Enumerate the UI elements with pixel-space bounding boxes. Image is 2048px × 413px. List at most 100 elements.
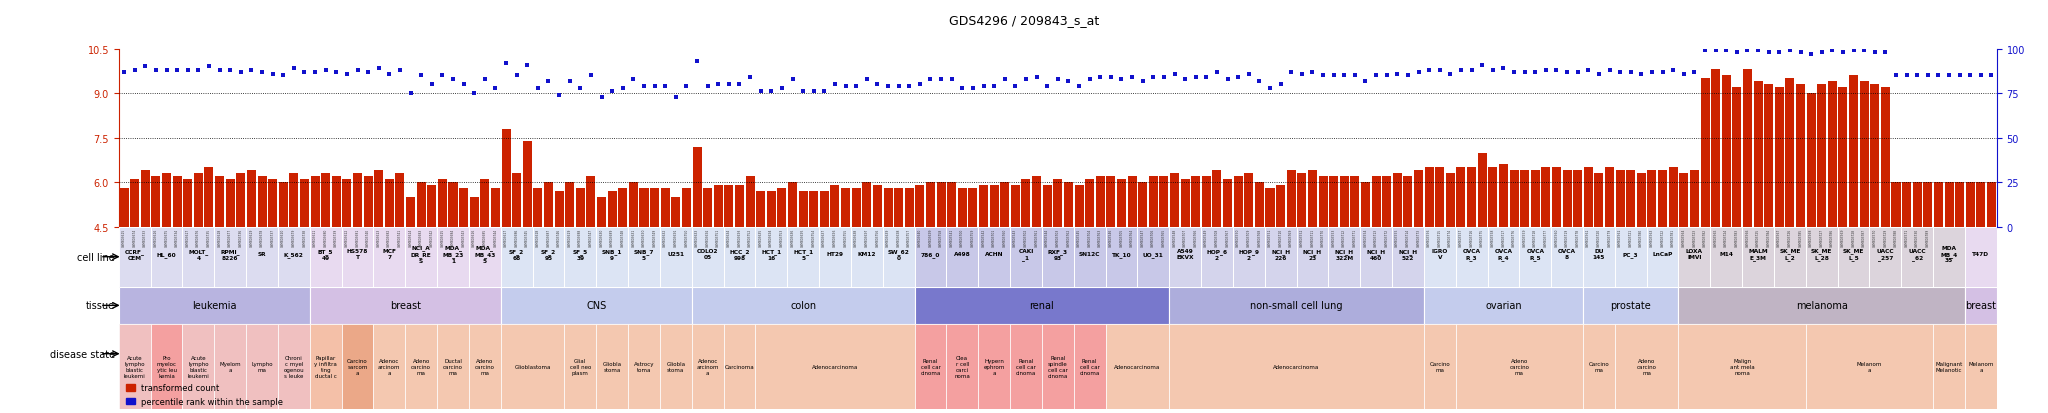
- Bar: [481, 180, 489, 227]
- Bar: [152, 177, 160, 227]
- Bar: [1372, 177, 1380, 227]
- Text: NCI_H
460: NCI_H 460: [1366, 248, 1386, 260]
- Text: GSM803626: GSM803626: [473, 228, 477, 247]
- Text: GSM803723: GSM803723: [1692, 228, 1696, 247]
- Text: GSM803695: GSM803695: [801, 228, 805, 247]
- Text: GSM803751: GSM803751: [717, 228, 721, 247]
- Bar: [1499, 165, 1507, 227]
- Text: GSM803681: GSM803681: [356, 228, 360, 247]
- Text: disease state: disease state: [49, 349, 115, 359]
- Bar: [1679, 227, 1710, 287]
- Bar: [1880, 88, 1890, 227]
- Text: GSM803616: GSM803616: [154, 228, 158, 247]
- Bar: [1796, 85, 1804, 227]
- Text: GSM803684: GSM803684: [451, 228, 455, 247]
- Text: NCI_H
322M: NCI_H 322M: [1335, 248, 1354, 260]
- Bar: [1690, 171, 1700, 227]
- Bar: [375, 171, 383, 227]
- Text: MALM
E_3M: MALM E_3M: [1749, 248, 1767, 260]
- Point: [172, 68, 205, 74]
- Point: [616, 76, 649, 83]
- Bar: [618, 189, 627, 227]
- Text: Renal
spindle
cell car
cinoma: Renal spindle cell car cinoma: [1049, 355, 1067, 378]
- Point: [225, 69, 258, 76]
- Bar: [342, 227, 373, 287]
- Bar: [289, 174, 299, 227]
- Bar: [723, 227, 756, 287]
- Text: UACC
_62: UACC _62: [1909, 248, 1925, 260]
- Text: GSM803730: GSM803730: [1915, 228, 1919, 247]
- Text: MDA_
MB_23
1: MDA_ MB_23 1: [442, 245, 463, 263]
- Point: [1837, 48, 1870, 55]
- Point: [680, 59, 713, 65]
- Bar: [1892, 183, 1901, 227]
- Bar: [1139, 183, 1147, 227]
- Bar: [1614, 227, 1647, 287]
- Point: [406, 73, 438, 80]
- Text: GSM803743: GSM803743: [461, 228, 465, 247]
- Bar: [1350, 177, 1360, 227]
- Text: A549
EKVX: A549 EKVX: [1176, 249, 1194, 259]
- Text: GSM803703: GSM803703: [1057, 228, 1059, 247]
- Text: GSM803545: GSM803545: [1077, 228, 1081, 247]
- Text: HCT_1
16: HCT_1 16: [762, 248, 782, 260]
- Bar: [692, 324, 723, 409]
- Text: BT_5
49: BT_5 49: [317, 248, 334, 260]
- Text: RXF_3
93: RXF_3 93: [1049, 248, 1067, 260]
- Text: melanoma: melanoma: [1796, 301, 1847, 311]
- Bar: [469, 197, 479, 227]
- Point: [1573, 68, 1606, 74]
- Point: [319, 69, 352, 76]
- Point: [1870, 50, 1903, 57]
- Bar: [1710, 227, 1743, 287]
- Text: GSM803761: GSM803761: [1034, 228, 1038, 247]
- Bar: [915, 287, 1169, 324]
- Point: [1880, 73, 1913, 80]
- Text: OVCA
R_5: OVCA R_5: [1526, 248, 1544, 260]
- Bar: [1393, 174, 1401, 227]
- Bar: [852, 189, 860, 227]
- Bar: [1446, 174, 1454, 227]
- Point: [1657, 68, 1690, 74]
- Point: [500, 73, 532, 80]
- Point: [1339, 73, 1372, 80]
- Text: Malign
ant mela
noma: Malign ant mela noma: [1731, 358, 1755, 375]
- Bar: [438, 180, 446, 227]
- Text: GSM803786: GSM803786: [1831, 228, 1835, 247]
- Text: GSM803772: GSM803772: [1384, 228, 1389, 247]
- Bar: [309, 227, 342, 287]
- Point: [1731, 48, 1763, 55]
- Text: GSM803565: GSM803565: [1714, 228, 1718, 247]
- Text: GSM803691: GSM803691: [674, 228, 678, 247]
- Bar: [1530, 171, 1540, 227]
- Bar: [905, 189, 913, 227]
- Point: [426, 73, 459, 80]
- Text: Adeno
carcino
ma: Adeno carcino ma: [412, 358, 432, 375]
- Point: [1126, 78, 1159, 85]
- Bar: [502, 130, 510, 227]
- Text: GSM803783: GSM803783: [1735, 228, 1739, 247]
- Bar: [1669, 168, 1677, 227]
- Text: breast: breast: [1966, 301, 1997, 311]
- Bar: [788, 183, 797, 227]
- Text: GSM803637: GSM803637: [823, 228, 825, 247]
- Text: Adenocarcinoma: Adenocarcinoma: [811, 364, 858, 369]
- Text: GSM803622: GSM803622: [344, 228, 348, 247]
- Point: [723, 82, 756, 88]
- Text: GSM803784: GSM803784: [1767, 228, 1772, 247]
- Text: GSM803771: GSM803771: [1354, 228, 1358, 247]
- Point: [1710, 48, 1743, 55]
- Point: [1647, 69, 1679, 76]
- Bar: [1520, 227, 1550, 287]
- Bar: [608, 192, 616, 227]
- Text: GSM803635: GSM803635: [758, 228, 762, 247]
- Point: [182, 68, 215, 74]
- Text: HT29: HT29: [827, 252, 844, 256]
- Bar: [322, 174, 330, 227]
- Text: GSM803548: GSM803548: [1174, 228, 1176, 247]
- Text: GSM803675: GSM803675: [164, 228, 168, 247]
- Text: GSM803685: GSM803685: [483, 228, 487, 247]
- Text: GSM803779: GSM803779: [1608, 228, 1612, 247]
- Text: GSM803696: GSM803696: [834, 228, 838, 247]
- Text: GSM803739: GSM803739: [334, 228, 338, 247]
